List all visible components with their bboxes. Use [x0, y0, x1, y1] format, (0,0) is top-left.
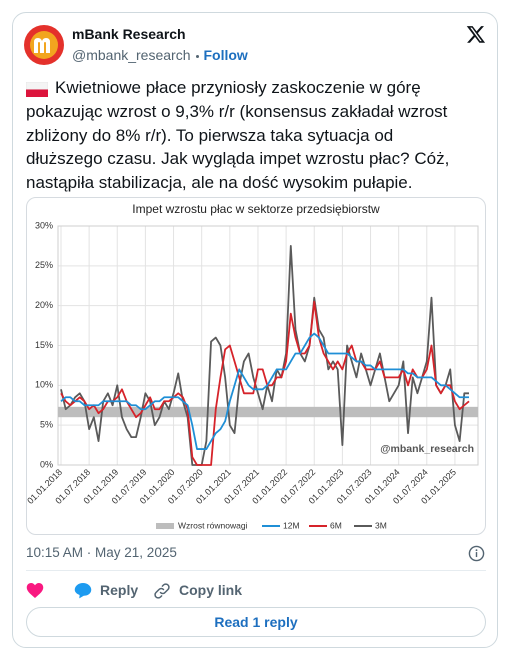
tweet-card [12, 12, 498, 648]
y-tick-label: 0% [40, 459, 53, 469]
equilibrium-band [58, 406, 478, 418]
divider [26, 570, 486, 571]
series-line [60, 245, 469, 466]
y-tick-label: 5% [40, 420, 53, 430]
author-handle[interactable]: @mbank_research [72, 47, 191, 63]
y-tick-label: 20% [35, 300, 53, 310]
info-icon[interactable] [468, 545, 485, 562]
text-line: nastąpiła stabilizacja, ale na dość wyso… [26, 173, 413, 193]
y-tick-label: 30% [35, 220, 53, 230]
avatar[interactable] [24, 25, 64, 65]
text-line: Kwietniowe płace przyniosły zaskoczenie … [55, 78, 421, 97]
y-tick-label: 25% [35, 260, 53, 270]
text-line: dłuższego czasu. Jak wygląda impet wzros… [26, 149, 450, 169]
watermark: @mbank_research [380, 443, 474, 455]
author-name[interactable]: mBank Research [72, 26, 186, 42]
chart-title: Impet wzrostu płac w sektorze przedsiębi… [132, 202, 380, 216]
chart: Impet wzrostu płac w sektorze przedsiębi… [27, 202, 479, 530]
legend-swatch [156, 523, 174, 529]
reply-button[interactable]: Reply [100, 582, 139, 598]
tweet-text: Kwietniowe płace przyniosły zaskoczenie … [26, 76, 449, 195]
legend-label: 12M [283, 520, 300, 530]
text-line: pokazując wzrost o 9,3% r/r (konsensus z… [26, 101, 448, 121]
flag-icon [26, 82, 48, 97]
y-tick-label: 15% [35, 340, 53, 350]
x-logo[interactable] [466, 24, 486, 44]
y-tick-label: 10% [35, 380, 53, 390]
author-handle-row: @mbank_research Follow [72, 47, 248, 63]
legend-label: 6M [330, 520, 342, 530]
timestamp[interactable]: 10:15 AM · May 21, 2025 [26, 545, 177, 560]
legend-label: 3M [375, 520, 387, 530]
legend-label: Wzrost równowagi [178, 520, 248, 530]
follow-button[interactable]: Follow [203, 47, 248, 63]
like-icon[interactable] [26, 582, 44, 599]
read-replies-button[interactable]: Read 1 reply [26, 607, 486, 637]
separator-dot [195, 54, 199, 58]
copy-link-button[interactable]: Copy link [179, 582, 243, 598]
reply-icon[interactable] [74, 582, 92, 599]
series-line [60, 332, 469, 450]
chart-image[interactable]: Impet wzrostu płac w sektorze przedsiębi… [26, 197, 486, 535]
plot-border [57, 225, 479, 466]
series-line [60, 300, 470, 466]
link-icon[interactable] [153, 582, 171, 600]
text-line: zbliżony do 8% r/r). To pierwsza taka sy… [26, 125, 394, 145]
